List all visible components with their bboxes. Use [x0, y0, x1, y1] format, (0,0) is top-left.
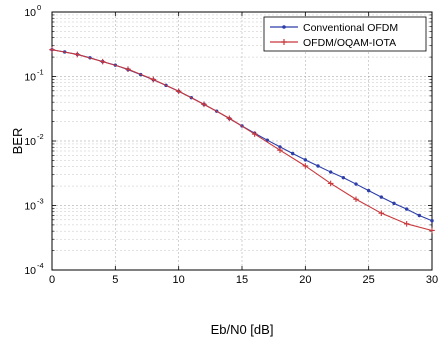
data-point-ofdm-oqam-iota [302, 163, 309, 169]
y-tick-label: 10 [24, 72, 36, 84]
x-tick-label: 5 [112, 274, 118, 286]
x-axis-label: Eb/N0 [dB] [211, 322, 274, 337]
y-tick-label: 10 [24, 7, 36, 19]
y-tick-label: 10 [24, 265, 36, 277]
y-tick-label-exponent: -1 [37, 68, 44, 77]
x-tick-label: 15 [236, 274, 248, 286]
data-point-ofdm-oqam-iota [277, 147, 283, 154]
data-point-ofdm-oqam-iota [125, 66, 131, 72]
data-point-ofdm-oqam-iota [201, 101, 207, 108]
y-tick-label-exponent: -3 [37, 197, 44, 206]
series-line-conventional-ofdm [51, 49, 433, 222]
data-point-conventional-ofdm [430, 219, 434, 223]
legend-marker-ofdm-oqam-iota [281, 39, 287, 45]
legend-box [263, 16, 427, 52]
data-point-conventional-ofdm [290, 151, 295, 156]
y-tick-label: 10 [24, 201, 36, 213]
x-tick-label: 10 [173, 274, 185, 286]
data-point-conventional-ofdm [328, 170, 333, 174]
y-axis-label: BER [10, 128, 25, 155]
x-tick-label: 25 [363, 274, 375, 286]
legend-label-conventional-ofdm: Conventional OFDM [303, 22, 398, 34]
data-point-conventional-ofdm [417, 213, 422, 218]
data-point-conventional-ofdm [379, 195, 384, 199]
data-point-ofdm-oqam-iota [175, 88, 182, 95]
series-line-ofdm-oqam-iota [51, 49, 433, 232]
y-tick-label-exponent: -2 [37, 132, 44, 141]
data-point-conventional-ofdm [392, 201, 396, 206]
x-tick-label: 20 [299, 274, 311, 286]
legend-label-ofdm-oqam-iota: OFDM/OQAM-IOTA [303, 37, 396, 49]
x-tick-label: 0 [49, 274, 55, 286]
data-point-ofdm-oqam-iota [403, 221, 410, 227]
data-point-conventional-ofdm [341, 175, 346, 180]
data-point-ofdm-oqam-iota [49, 46, 55, 53]
data-point-conventional-ofdm [278, 145, 282, 149]
data-point-ofdm-oqam-iota [74, 51, 81, 58]
legend-marker-conventional-ofdm [282, 25, 286, 29]
data-point-ofdm-oqam-iota [327, 180, 334, 187]
data-point-ofdm-oqam-iota [226, 115, 233, 122]
series-layer [49, 46, 435, 234]
x-tick-label: 30 [426, 274, 438, 286]
y-tick-label: 10 [24, 136, 36, 148]
data-point-ofdm-oqam-iota [99, 58, 106, 65]
data-point-ofdm-oqam-iota [150, 76, 157, 83]
legend: Conventional OFDM OFDM/OQAM-IOTA [263, 16, 427, 52]
y-tick-label-exponent: -4 [37, 261, 44, 270]
data-point-ofdm-oqam-iota [378, 210, 385, 216]
data-point-ofdm-oqam-iota [251, 131, 258, 137]
data-point-conventional-ofdm [366, 188, 371, 193]
data-point-conventional-ofdm [354, 182, 358, 186]
data-point-ofdm-oqam-iota [353, 196, 359, 203]
data-point-conventional-ofdm [303, 158, 308, 162]
data-point-ofdm-oqam-iota [429, 227, 435, 234]
data-point-conventional-ofdm [404, 207, 409, 211]
y-tick-label-exponent: 0 [37, 3, 41, 12]
data-point-conventional-ofdm [316, 164, 320, 168]
